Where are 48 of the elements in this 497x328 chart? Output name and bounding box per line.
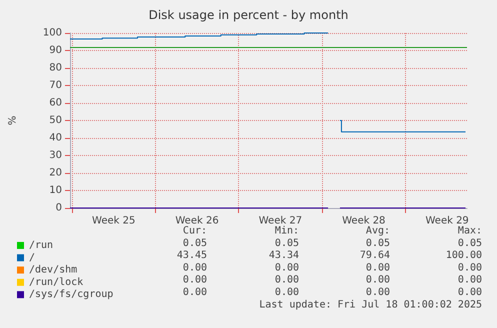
y-tick-label: 80 [49, 62, 62, 74]
y-tick-label: 40 [49, 132, 62, 144]
text: Cur: [182, 226, 208, 236]
text: 0.05 [274, 238, 300, 249]
y-tick-label: 30 [49, 150, 62, 161]
text: 43.45 [176, 250, 208, 262]
x-tick-label: Week 28 [342, 216, 386, 226]
legend-label: /sys/fs/cgroup [29, 289, 114, 300]
x-tick-label: Week 27 [258, 216, 302, 226]
y-tick-label: 100 [42, 28, 62, 38]
text: 0.00 [182, 274, 208, 286]
text: 0.00 [366, 274, 390, 286]
text: 0.00 [182, 262, 208, 274]
x-tick-label: Week 25 [92, 216, 136, 226]
text: 0.00 [366, 287, 390, 298]
text: 0.00 [274, 262, 300, 274]
text: 0.05 [182, 238, 208, 249]
text: 0.00 [274, 274, 300, 286]
chart-title: Disk usage in percent - by month [148, 8, 348, 22]
legend-label: /run/lock [29, 276, 84, 288]
legend-label: / [29, 252, 36, 264]
x-tick-label: Week 26 [175, 216, 219, 226]
text: 0.05 [458, 238, 482, 249]
text: Min: [274, 226, 300, 236]
text: 0.00 [458, 274, 482, 286]
text: Avg: [366, 226, 390, 236]
y-tick-label: 90 [49, 45, 62, 56]
text: 79.64 [360, 250, 390, 262]
text: 0.00 [182, 287, 208, 298]
text: Max: [458, 226, 482, 236]
text: 0.00 [274, 287, 300, 298]
text: 43.34 [268, 250, 300, 262]
x-tick-label: Week 29 [425, 216, 469, 226]
text: Last update: Fri Jul 18 01:00:02 2025 [259, 299, 482, 310]
y-tick-label: 60 [49, 98, 62, 108]
y-tick-label: 0 [56, 202, 62, 214]
y-tick-label: 10 [49, 185, 62, 196]
legend-label: /dev/shm [29, 264, 78, 276]
text: 0.05 [366, 238, 390, 249]
y-axis-title: % [8, 116, 18, 126]
legend-label: /run [29, 240, 54, 251]
y-tick-label: 70 [49, 80, 62, 91]
text: 0.00 [458, 262, 482, 274]
text: 0.00 [458, 287, 482, 298]
text: 0.00 [366, 262, 390, 274]
y-tick-label: 20 [49, 168, 62, 178]
y-tick-label: 50 [49, 115, 62, 126]
text: 100.00 [446, 250, 482, 262]
